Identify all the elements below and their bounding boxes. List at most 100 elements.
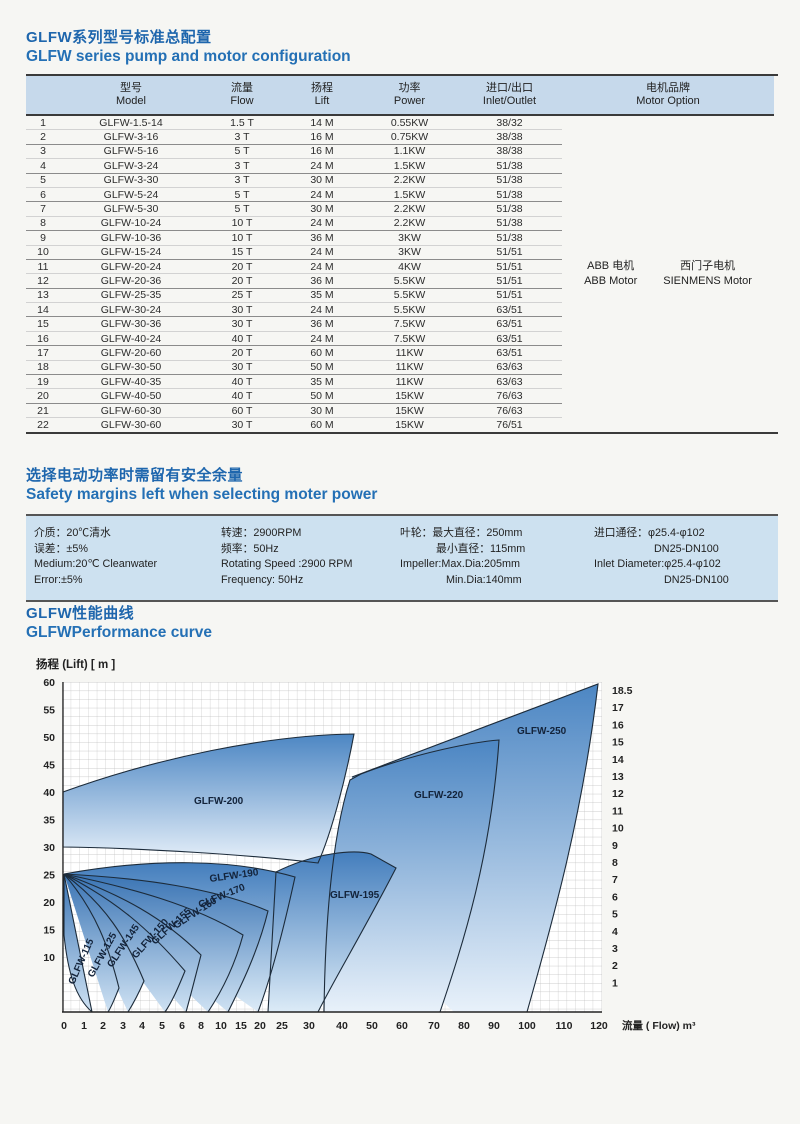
config-title-cn: GLFW系列型号标准总配置 [26, 29, 212, 46]
table-row: 16 GLFW-40-24 40 T 24 M 7.5KW 63/51 [26, 332, 562, 347]
y-tick-left: 35 [43, 815, 55, 827]
x-tick: 6 [179, 1020, 185, 1032]
table-row: 14 GLFW-30-24 30 T 24 M 5.5KW 63/51 [26, 303, 562, 318]
table-row: 8 GLFW-10-24 10 T 24 M 2.2KW 51/38 [26, 217, 562, 232]
table-row: 19 GLFW-40-35 40 T 35 M 11KW 63/63 [26, 375, 562, 390]
curve-label: GLFW-220 [414, 790, 464, 801]
x-tick: 80 [458, 1020, 470, 1032]
y-tick-left: 10 [43, 952, 55, 964]
curve-label: GLFW-250 [517, 726, 567, 737]
info-column: 转速：2900RPM 频率：50Hz Rotating Speed :2900 RP… [221, 527, 353, 586]
table-row: 15 GLFW-30-36 30 T 36 M 7.5KW 63/51 [26, 317, 562, 332]
x-tick: 90 [488, 1020, 500, 1032]
motor-header-cn: 电机品牌 [646, 82, 690, 94]
y-tick-right: 11 [612, 805, 623, 817]
config-title-en: GLFW series pump and motor configuration [26, 48, 351, 65]
info-column: 进口通径：φ25.4-φ102 DN25-DN100 Inlet Diameter:… [593, 527, 729, 586]
x-tick: 1 [81, 1020, 87, 1032]
curve-label: GLFW-200 [194, 796, 244, 807]
column-header [26, 76, 60, 114]
pump-table-header: 型号 Model 流量 Flow 扬程 Lift 功率 Power 进口/出口 Inlet/Out… [26, 76, 562, 116]
curve-region [64, 874, 119, 1012]
table-row: 6 GLFW-5-24 5 T 24 M 1.5KW 51/38 [26, 188, 562, 203]
y-tick-right: 5 [612, 909, 618, 921]
curve-title-en: GLFWPerformance curve [26, 624, 213, 641]
y-tick-left: 30 [43, 842, 55, 854]
performance-chart-svg: GLFW-250GLFW-220GLFW-200GLFW-195GLFW-190… [43, 677, 696, 1032]
info-column: 叶轮：最大直径：250mm 最小直径：115mm Impeller:Max.Dia:… [400, 527, 526, 586]
table-row: 13 GLFW-25-35 25 T 35 M 5.5KW 51/51 [26, 289, 562, 304]
x-tick: 0 [61, 1020, 67, 1032]
y-tick-right: 14 [612, 754, 624, 766]
curve-region [63, 734, 354, 863]
y-tick-right: 12 [612, 788, 624, 800]
y-tick-right: 2 [612, 960, 618, 972]
y-tick-right: 17 [612, 702, 624, 714]
column-header: 流量 Flow [230, 82, 254, 107]
y-tick-left: 25 [43, 870, 55, 882]
y-tick-left: 60 [43, 677, 55, 689]
x-tick: 40 [336, 1020, 348, 1032]
x-tick: 120 [590, 1020, 608, 1032]
motor-option-header: 电机品牌 Motor Option [562, 76, 774, 116]
column-header: 进口/出口 Inlet/Outlet [482, 82, 537, 107]
y-tick-right: 13 [612, 771, 624, 783]
curve-region [268, 852, 396, 1012]
safety-title-en: Safety margins left when selecting moter… [26, 486, 378, 503]
table-row: 1 GLFW-1.5-14 1.5 T 14 M 0.55KW 38/32 [26, 116, 562, 131]
y-tick-right: 15 [612, 737, 624, 749]
y-tick-right: 8 [612, 857, 618, 869]
column-header: 型号 Model [116, 82, 146, 107]
table-row: 11 GLFW-20-24 20 T 24 M 4KW 51/51 [26, 260, 562, 275]
table-row: 2 GLFW-3-16 3 T 16 M 0.75KW 38/38 [26, 130, 562, 145]
chart-x-axis-title: 流量 ( Flow) m³ [622, 1019, 696, 1032]
x-tick: 100 [518, 1020, 536, 1032]
section-performance-curve: GLFW性能曲线 GLFWPerformance curve 扬程 (Lift)… [26, 602, 778, 1053]
curve-title-cn: GLFW性能曲线 [26, 605, 135, 622]
y-tick-left: 15 [43, 925, 55, 937]
y-tick-right: 16 [612, 719, 624, 731]
x-tick: 20 [254, 1020, 266, 1032]
motor-siemens: 西门子电机 SIENMENS Motor [663, 259, 752, 287]
info-column: 介质：20℃清水 误差：±5% Medium:20℃ Cleanwater Error… [34, 527, 158, 586]
y-tick-right: 4 [612, 926, 618, 938]
table-row: 12 GLFW-20-36 20 T 36 M 5.5KW 51/51 [26, 274, 562, 289]
x-tick: 110 [556, 1020, 573, 1032]
table-row: 18 GLFW-30-50 30 T 50 M 11KW 63/63 [26, 361, 562, 376]
y-tick-right: 18.5 [612, 685, 633, 697]
spec-info-box: 介质：20℃清水 误差：±5% Medium:20℃ Cleanwater Error… [26, 514, 778, 602]
y-tick-left: 40 [43, 787, 55, 799]
table-row: 4 GLFW-3-24 3 T 24 M 1.5KW 51/38 [26, 159, 562, 174]
curve-label: GLFW-195 [330, 890, 380, 901]
y-tick-right: 10 [612, 823, 624, 835]
safety-title-cn: 选择电动功率时需留有安全余量 [26, 467, 244, 484]
section-safety-margins: 选择电动功率时需留有安全余量 Safety margins left when … [26, 464, 778, 602]
table-row: 7 GLFW-5-30 5 T 30 M 2.2KW 51/38 [26, 202, 562, 217]
x-tick: 10 [215, 1020, 227, 1032]
table-row: 3 GLFW-5-16 5 T 16 M 1.1KW 38/38 [26, 145, 562, 160]
table-row: 5 GLFW-3-30 3 T 30 M 2.2KW 51/38 [26, 174, 562, 188]
chart-y-axis-title: 扬程 (Lift) [ m ] [36, 659, 116, 671]
column-header: 功率 Power [393, 82, 426, 107]
column-header: 扬程 Lift [311, 82, 333, 107]
x-tick: 25 [276, 1020, 288, 1032]
y-tick-right: 7 [612, 874, 618, 886]
y-tick-left: 20 [43, 897, 55, 909]
y-tick-left: 45 [43, 760, 55, 772]
y-tick-left: 50 [43, 732, 55, 744]
curve-region [324, 740, 499, 1012]
y-tick-right: 9 [612, 840, 618, 852]
section-configuration: GLFW系列型号标准总配置 GLFW series pump and motor… [26, 26, 778, 434]
motor-option-cell: ABB 电机 ABB Motor 西门子电机 SIENMENS Motor [562, 116, 774, 432]
x-tick: 4 [139, 1020, 145, 1032]
x-tick: 3 [120, 1020, 126, 1032]
x-tick: 30 [303, 1020, 315, 1032]
x-tick: 60 [396, 1020, 408, 1032]
pump-table-body: 1 GLFW-1.5-14 1.5 T 14 M 0.55KW 38/32 2 GLFW-3-… [26, 116, 562, 432]
performance-chart: GLFW-250 GLFW-220 GLFW-200 GLFW-195 GLFW-190… [26, 676, 778, 1053]
table-row: 9 GLFW-10-36 10 T 36 M 3KW 51/38 [26, 231, 562, 246]
table-row: 20 GLFW-40-50 40 T 50 M 15KW 76/63 [26, 389, 562, 404]
motor-abb: ABB 电机 ABB Motor [584, 259, 638, 287]
x-tick: 50 [366, 1020, 378, 1032]
x-tick: 5 [159, 1020, 165, 1032]
